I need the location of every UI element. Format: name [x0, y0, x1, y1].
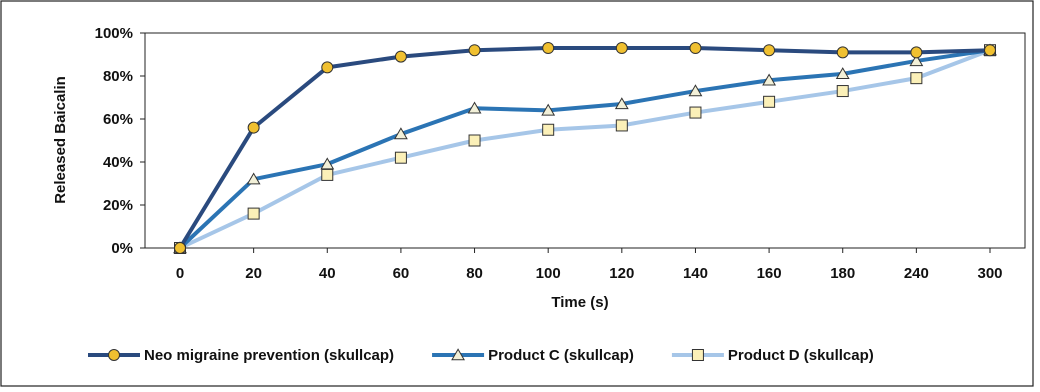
- x-tick-label: 160: [757, 265, 782, 282]
- data-point-triangle: [246, 172, 261, 185]
- x-tick-label: 180: [830, 265, 855, 282]
- x-tick-label: 20: [245, 265, 262, 282]
- data-point-square: [394, 151, 407, 164]
- data-point-square: [689, 106, 702, 119]
- data-point-square: [468, 134, 481, 147]
- legend-label: Product D (skullcap): [728, 347, 874, 364]
- x-tick-label: 120: [609, 265, 634, 282]
- legend-marker-square: [691, 349, 704, 361]
- legend-item: Product D (skullcap): [671, 347, 874, 364]
- data-point-circle: [763, 44, 776, 57]
- x-axis-ticks: 0 20 40 60 80 100 120 140 160 180 240 300: [176, 248, 1003, 282]
- series-line: [178, 48, 991, 250]
- y-tick-label: 80%: [103, 68, 133, 85]
- data-point-circle: [910, 46, 923, 59]
- data-point-circle: [615, 42, 628, 55]
- y-tick-label: 40%: [103, 154, 133, 171]
- legend-item: Neo migraine prevention (skullcap): [88, 347, 394, 364]
- y-axis-ticks: 0% 20% 40% 60% 80% 100%: [95, 25, 145, 257]
- data-point-triangle: [614, 97, 629, 110]
- x-tick-label: 100: [536, 265, 561, 282]
- x-tick-label: 300: [977, 265, 1002, 282]
- data-point-circle: [984, 44, 996, 57]
- y-tick-label: 60%: [103, 111, 133, 128]
- data-point-square: [763, 95, 776, 108]
- data-point-circle: [174, 242, 186, 254]
- data-point-circle: [321, 61, 334, 74]
- data-point-circle: [689, 42, 702, 55]
- data-point-triangle: [541, 103, 556, 116]
- data-point-triangle: [909, 54, 924, 67]
- x-tick-label: 80: [466, 265, 483, 282]
- series-line: [178, 46, 991, 250]
- legend-item: Product C (skullcap): [432, 347, 634, 364]
- data-point-square: [910, 72, 923, 85]
- data-point-triangle: [762, 73, 777, 86]
- x-axis-title: Time (s): [551, 294, 608, 311]
- data-point-triangle: [393, 127, 408, 140]
- series-layer: [173, 42, 997, 254]
- legend-marker-triangle: [451, 348, 465, 361]
- data-point-circle: [394, 50, 407, 63]
- y-tick-label: 20%: [103, 197, 133, 214]
- x-tick-label: 40: [319, 265, 336, 282]
- data-point-square: [321, 168, 334, 181]
- data-point-square: [836, 85, 849, 98]
- data-point-circle: [247, 121, 260, 134]
- data-point-square: [542, 123, 555, 136]
- legend-label: Neo migraine prevention (skullcap): [144, 347, 394, 364]
- data-point-triangle: [467, 101, 482, 114]
- data-point-triangle: [320, 157, 335, 170]
- x-tick-label: 140: [683, 265, 708, 282]
- data-point-square: [615, 119, 628, 132]
- x-tick-label: 60: [393, 265, 410, 282]
- x-tick-label: 0: [176, 265, 184, 282]
- data-point-square: [247, 207, 260, 220]
- series-1: [174, 42, 996, 254]
- data-point-circle: [542, 42, 555, 55]
- data-point-circle: [836, 46, 849, 59]
- legend-marker-circle: [108, 349, 120, 361]
- legend-label: Product C (skullcap): [488, 347, 634, 364]
- y-tick-label: 100%: [95, 25, 133, 42]
- legend: Neo migraine prevention (skullcap) Produc…: [88, 347, 874, 364]
- data-point-circle: [468, 44, 481, 57]
- series-line: [179, 48, 991, 250]
- data-point-triangle: [835, 67, 850, 80]
- data-point-triangle: [688, 84, 703, 97]
- y-axis-title: Released Baicalin: [52, 76, 69, 204]
- y-tick-label: 0%: [111, 240, 133, 257]
- x-tick-label: 240: [904, 265, 929, 282]
